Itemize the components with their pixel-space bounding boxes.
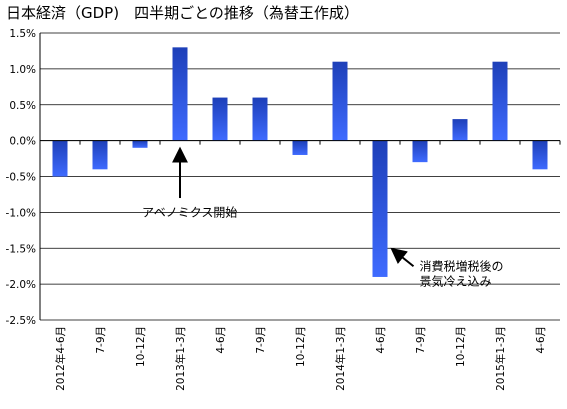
x-tick-label: 7-9月 — [415, 326, 427, 354]
x-tick-label: 2013年1-3月 — [174, 326, 187, 391]
bar — [212, 97, 228, 141]
annotation-label: アベノミクス開始 — [142, 205, 237, 219]
y-tick-label: -2.5% — [6, 315, 36, 327]
x-tick-label: 7-9月 — [95, 326, 107, 354]
bar — [92, 140, 108, 170]
x-tick-label: 4-6月 — [215, 326, 227, 354]
x-tick-label: 10-12月 — [295, 326, 307, 367]
annotation-arrow — [390, 247, 415, 268]
bar-layer — [52, 47, 548, 277]
chart-title: 日本経済（GDP) 四半期ごとの推移（為替王作成） — [6, 4, 359, 22]
bar — [492, 61, 508, 141]
bar — [532, 140, 548, 170]
bar — [372, 140, 388, 277]
x-tick-label: 10-12月 — [135, 326, 147, 367]
axis-layer: 1.5% 1.0% 0.5% 0.0% -0.5% -1.0% -1.5% -2.0% -2.5… — [6, 28, 561, 391]
y-tick-label: -0.5% — [6, 172, 36, 184]
y-tick-label: 0.0% — [9, 136, 36, 148]
y-tick-label: -1.0% — [6, 207, 36, 219]
bar — [52, 140, 68, 177]
y-tick-label: 1.5% — [9, 28, 36, 40]
x-tick-label: 2012年4-6月 — [54, 326, 67, 391]
bar — [332, 61, 348, 141]
y-tick-label: 1.0% — [9, 64, 36, 76]
bar — [252, 97, 268, 141]
annotation-label: 景気冷え込み — [420, 273, 492, 288]
annotation-label: 消費税増税後の — [420, 258, 504, 273]
x-tick-label: 2015年1-3月 — [494, 326, 507, 391]
bar — [172, 47, 188, 141]
x-tick-label: 2014年1-3月 — [334, 326, 347, 391]
bar — [132, 140, 148, 148]
x-tick-label: 4-6月 — [535, 326, 547, 354]
y-tick-label: -1.5% — [6, 243, 36, 255]
bar — [412, 140, 428, 163]
x-tick-label: 4-6月 — [375, 326, 387, 354]
x-tick-label: 7-9月 — [255, 326, 267, 354]
y-tick-label: -2.0% — [6, 279, 36, 291]
bar — [452, 119, 468, 141]
bar — [292, 140, 308, 155]
y-tick-label: 0.5% — [9, 100, 36, 112]
x-tick-label: 10-12月 — [455, 326, 467, 367]
